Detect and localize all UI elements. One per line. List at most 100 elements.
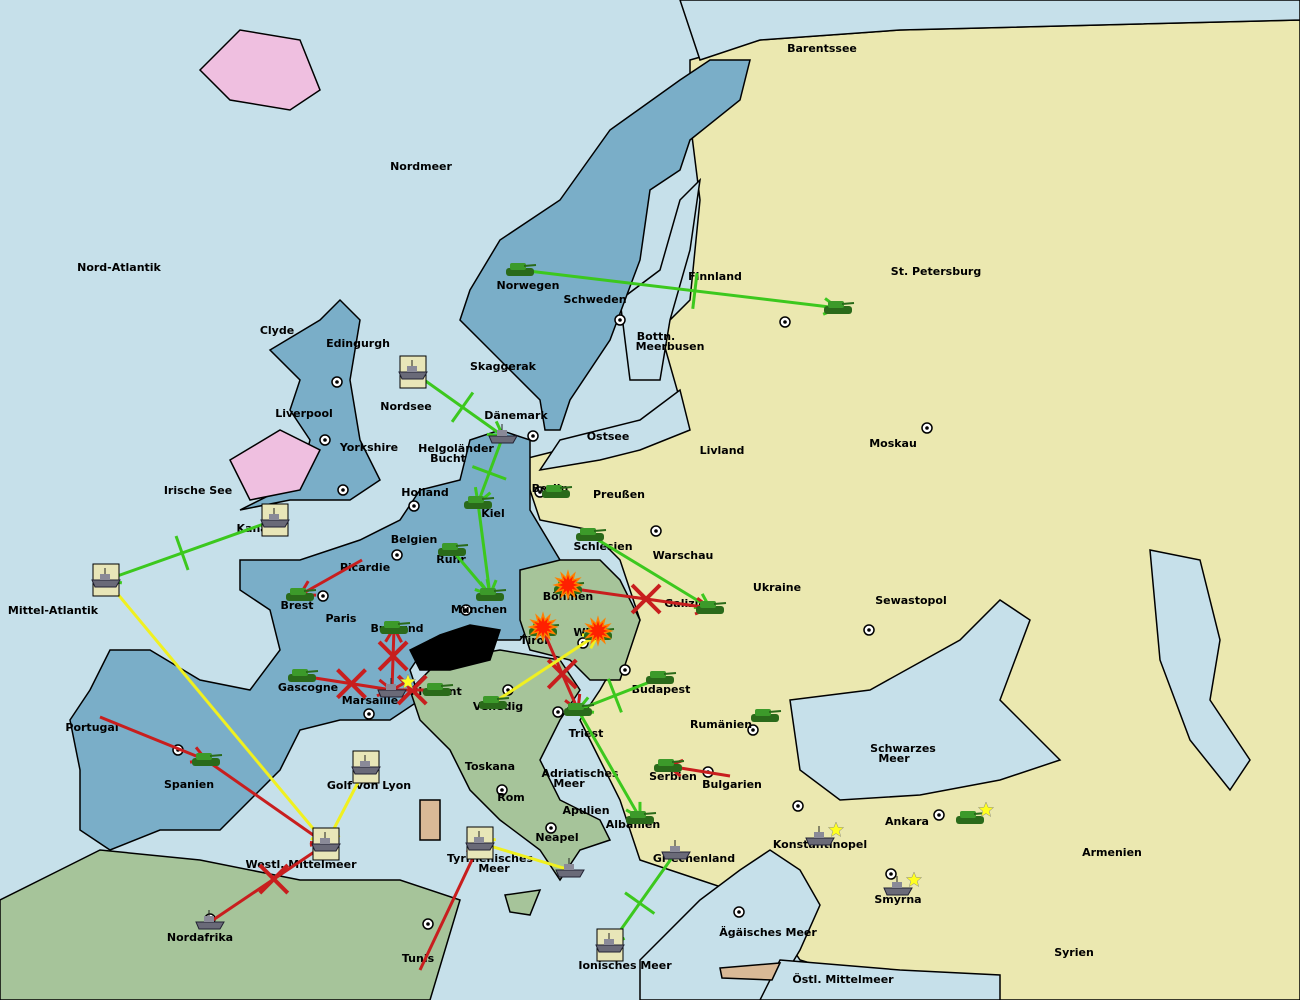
fleet-unit[interactable] xyxy=(351,750,381,784)
fleet-unit[interactable] xyxy=(595,928,625,962)
fleet-unit[interactable] xyxy=(311,827,341,861)
tank-turret-icon xyxy=(483,696,499,703)
army-unit[interactable] xyxy=(286,588,317,601)
tank-turret-icon xyxy=(468,496,484,503)
army-unit[interactable] xyxy=(527,611,560,643)
territory-label: Rumänien xyxy=(690,718,752,731)
tank-gun-icon xyxy=(481,497,495,500)
army-unit[interactable] xyxy=(582,615,615,647)
tank-gun-icon xyxy=(209,754,223,757)
army-unit[interactable] xyxy=(646,671,677,684)
bounce-bar xyxy=(606,678,623,713)
ship-icon xyxy=(91,579,121,588)
territory-label: Armenien xyxy=(1082,846,1142,859)
fleet-unit[interactable] xyxy=(195,910,225,930)
supply-center-dot xyxy=(549,826,553,830)
fleet-unit[interactable] xyxy=(883,871,923,896)
fleet-unit[interactable] xyxy=(555,858,585,878)
territory-label: Bulgarien xyxy=(702,778,762,791)
supply-center-dot xyxy=(937,813,941,817)
army-unit[interactable] xyxy=(288,669,319,682)
territory-label: Tirol xyxy=(520,634,548,647)
army-unit[interactable] xyxy=(476,588,507,601)
caspian-sea xyxy=(1149,549,1251,792)
fleet-unit[interactable] xyxy=(488,424,518,444)
army-unit[interactable] xyxy=(654,759,685,772)
ship-cabin-icon xyxy=(892,882,902,888)
order-line xyxy=(205,758,327,846)
ship-cabin-icon xyxy=(360,761,370,767)
fleet-unit[interactable] xyxy=(260,503,290,537)
territory-label: Ukraine xyxy=(753,581,801,594)
failed-x xyxy=(546,658,578,690)
territory-label: Gascogne xyxy=(278,681,338,694)
sardinia xyxy=(419,799,441,841)
tank-turret-icon xyxy=(384,621,400,628)
scandinavia xyxy=(459,59,751,431)
fleet-unit[interactable] xyxy=(398,355,428,389)
territory-label: Moskau xyxy=(869,437,917,450)
bounce-bar xyxy=(174,535,190,571)
ship-cabin-icon xyxy=(604,939,614,945)
army-unit[interactable] xyxy=(479,696,510,709)
army-unit[interactable] xyxy=(956,801,995,824)
supply-center-dot xyxy=(654,529,658,533)
ireland xyxy=(229,429,322,501)
fleet-unit[interactable] xyxy=(465,826,495,860)
army-unit[interactable] xyxy=(696,601,727,614)
army-unit[interactable] xyxy=(192,753,223,766)
army-unit[interactable] xyxy=(564,703,595,716)
territory-label: Budapest xyxy=(632,683,691,696)
territory-label: Mittel-Atlantik xyxy=(8,604,99,617)
order-line xyxy=(479,841,571,872)
territory-label: Sewastopol xyxy=(875,594,947,607)
army-unit[interactable] xyxy=(423,683,454,696)
failed-x xyxy=(396,674,428,706)
star-icon xyxy=(827,821,845,838)
supply-center-dot xyxy=(538,490,542,494)
army-unit[interactable] xyxy=(824,301,855,314)
territory-label: Ostsee xyxy=(587,430,630,443)
territory-label: Nordmeer xyxy=(390,160,452,173)
army-unit[interactable] xyxy=(380,621,411,634)
territory-label: Nordafrika xyxy=(167,931,233,944)
order-line xyxy=(492,632,599,705)
ship-cabin-icon xyxy=(564,864,574,870)
territory-label: St. Petersburg xyxy=(891,265,981,278)
territory-label: Helgoländer xyxy=(418,442,494,455)
army-unit[interactable] xyxy=(751,709,782,722)
tank-gun-icon xyxy=(841,302,855,305)
fleet-unit[interactable] xyxy=(377,673,417,698)
bothnian-gulf xyxy=(619,177,702,381)
ship-icon xyxy=(488,435,518,444)
star-icon xyxy=(977,801,995,818)
army-unit[interactable] xyxy=(464,496,495,509)
army-unit[interactable] xyxy=(506,263,537,276)
tank-gun-icon xyxy=(713,602,727,605)
tank-turret-icon xyxy=(292,669,308,676)
star-icon xyxy=(399,673,417,690)
territory-label: Meer xyxy=(478,862,510,875)
bounce-bar xyxy=(624,891,656,915)
fleet-unit[interactable] xyxy=(661,840,691,860)
tank-turret-icon xyxy=(196,753,212,760)
army-unit[interactable] xyxy=(576,528,607,541)
army-unit[interactable] xyxy=(438,543,469,556)
tank-turret-icon xyxy=(630,811,646,818)
order-line xyxy=(99,715,207,762)
territory-label: Syrien xyxy=(1054,946,1094,959)
western-europe xyxy=(69,429,561,851)
order-line xyxy=(412,370,504,438)
fleet-unit[interactable] xyxy=(91,563,121,597)
fleet-unit[interactable] xyxy=(805,821,845,846)
east-med-sea xyxy=(759,959,1001,1000)
territory-label: Holland xyxy=(401,486,448,499)
army-unit[interactable] xyxy=(542,485,573,498)
baltic-sea xyxy=(538,388,691,472)
supply-center-dot xyxy=(751,728,755,732)
units[interactable] xyxy=(91,263,995,962)
army-unit[interactable] xyxy=(626,811,657,824)
supply-center-dot xyxy=(321,594,325,598)
army-unit[interactable] xyxy=(552,569,585,601)
